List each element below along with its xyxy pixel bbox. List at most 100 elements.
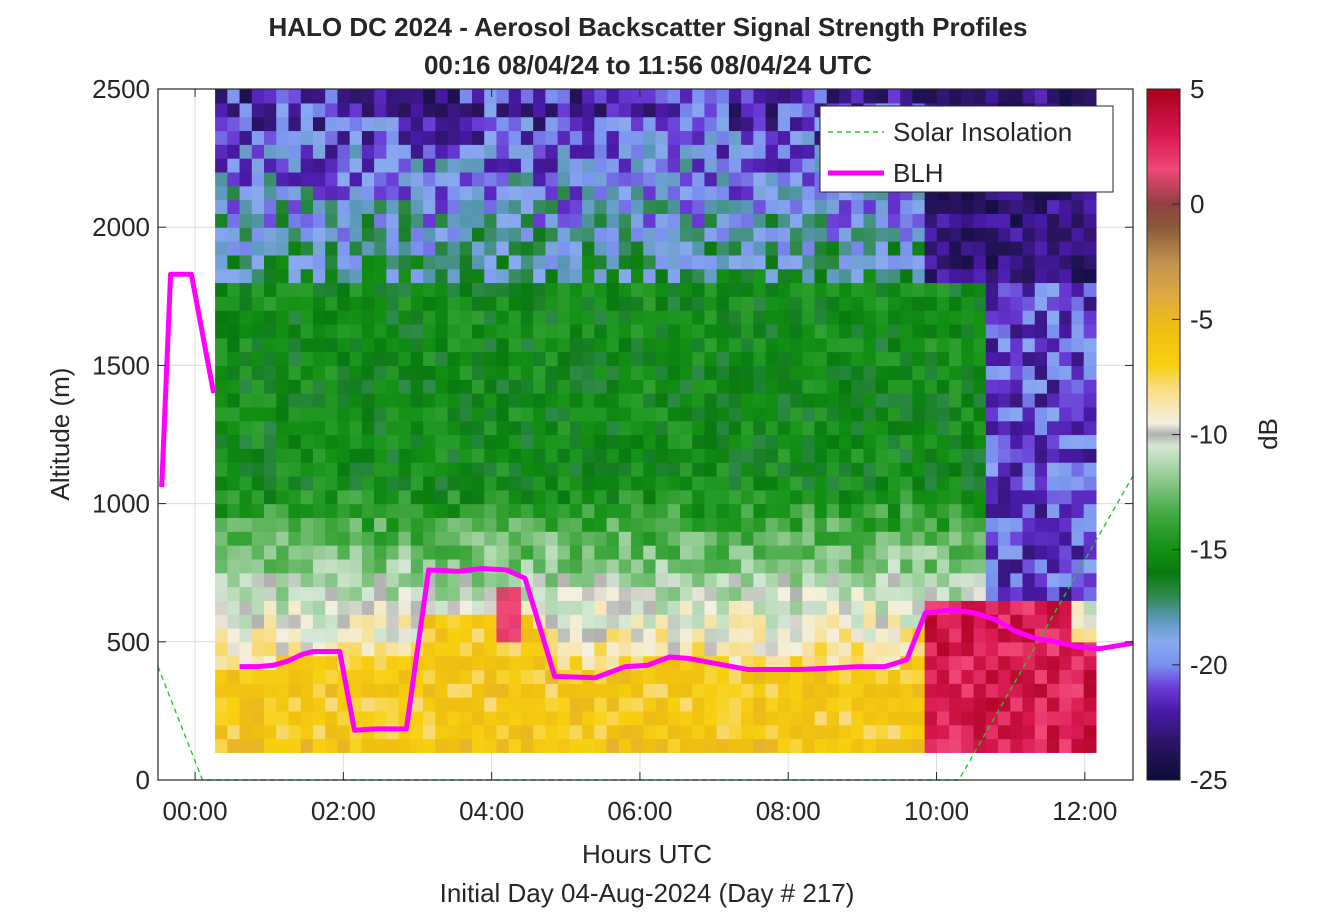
heatmap-cell [679, 531, 693, 546]
heatmap-cell [631, 641, 644, 657]
heatmap-cell [618, 627, 632, 643]
heatmap-cell [887, 503, 901, 519]
heatmap-cell [887, 393, 901, 408]
heatmap-cell [777, 724, 791, 740]
heatmap-cell [594, 213, 608, 228]
heatmap-cell [961, 420, 975, 436]
heatmap-cell [826, 254, 840, 270]
heatmap-cell [312, 420, 326, 436]
heatmap-cell [790, 697, 803, 712]
heatmap-cell [582, 434, 595, 449]
heatmap-cell [802, 669, 816, 684]
heatmap-cell [312, 379, 326, 394]
heatmap-cell [692, 475, 706, 491]
heatmap-cell [875, 558, 889, 574]
heatmap-cell [936, 337, 950, 353]
heatmap-cell [374, 102, 387, 118]
heatmap-cell [1059, 738, 1073, 753]
heatmap-cell [765, 310, 779, 325]
heatmap-cell [912, 531, 926, 546]
heatmap-cell [1071, 531, 1085, 546]
heatmap-cell [557, 655, 571, 671]
heatmap-cell [545, 310, 559, 325]
heatmap-cell [606, 655, 620, 671]
heatmap-cell [741, 600, 754, 615]
heatmap-cell [643, 379, 657, 394]
heatmap-cell [1071, 420, 1085, 436]
heatmap-cell [716, 323, 730, 339]
heatmap-cell [679, 462, 693, 477]
heatmap-cell [1059, 434, 1073, 449]
heatmap-cell [998, 241, 1011, 256]
heatmap-cell [545, 420, 559, 436]
heatmap-cell [410, 558, 424, 574]
heatmap-cell [679, 475, 693, 491]
heatmap-cell [1034, 323, 1048, 339]
heatmap-cell [912, 241, 926, 256]
heatmap-cell [973, 572, 987, 588]
heatmap-cell [985, 489, 999, 505]
heatmap-cell [1059, 351, 1073, 366]
heatmap-cell [667, 683, 681, 698]
heatmap-cell [300, 268, 314, 284]
heatmap-cell [631, 213, 644, 228]
heatmap-cell [887, 448, 901, 463]
heatmap-cell [557, 448, 571, 463]
heatmap-cell [875, 406, 889, 422]
heatmap-cell [924, 489, 938, 505]
heatmap-cell [447, 130, 461, 145]
heatmap-cell [447, 282, 461, 297]
heatmap-cell [949, 586, 962, 601]
heatmap-cell [973, 558, 987, 574]
heatmap-cell [1083, 420, 1097, 436]
heatmap-cell [361, 448, 375, 463]
heatmap-cell [215, 89, 228, 104]
heatmap-cell [447, 545, 461, 560]
heatmap-cell [484, 669, 498, 684]
heatmap-cell [520, 420, 534, 436]
heatmap-cell [998, 558, 1011, 574]
heatmap-cell [484, 448, 498, 463]
heatmap-cell [423, 406, 436, 422]
heatmap-cell [459, 282, 473, 297]
heatmap-cell [423, 475, 436, 491]
heatmap-cell [887, 669, 901, 684]
heatmap-cell [1034, 199, 1048, 214]
heatmap-cell [741, 144, 754, 159]
heatmap-cell [924, 586, 938, 601]
heatmap-cell [374, 130, 387, 145]
heatmap-cell [361, 393, 375, 408]
heatmap-cell [606, 227, 620, 242]
heatmap-cell [435, 351, 449, 366]
heatmap-cell [508, 282, 522, 297]
heatmap-cell [472, 614, 485, 629]
heatmap-cell [1071, 572, 1085, 588]
heatmap-cell [361, 268, 375, 284]
heatmap-cell [875, 641, 889, 657]
heatmap-cell [667, 489, 681, 505]
heatmap-cell [361, 144, 375, 159]
heatmap-cell [924, 724, 938, 740]
heatmap-cell [790, 503, 803, 519]
heatmap-cell [887, 379, 901, 394]
heatmap-cell [777, 158, 791, 173]
heatmap-cell [643, 323, 657, 339]
heatmap-cell [349, 365, 363, 380]
heatmap-cell [1022, 337, 1036, 353]
heatmap-cell [239, 102, 253, 118]
heatmap-cell [496, 489, 510, 505]
heatmap-cell [276, 641, 290, 657]
heatmap-cell [496, 420, 510, 436]
heatmap-cell [1071, 241, 1085, 256]
heatmap-cell [386, 572, 400, 588]
heatmap-cell [753, 185, 767, 201]
heatmap-cell [496, 171, 510, 187]
heatmap-cell [606, 710, 620, 726]
heatmap-cell [312, 406, 326, 422]
heatmap-cell [508, 102, 522, 118]
heatmap-cell [582, 102, 595, 118]
heatmap-cell [251, 268, 265, 284]
heatmap-cell [814, 337, 828, 353]
heatmap-cell [618, 379, 632, 394]
heatmap-cell [1046, 517, 1060, 532]
